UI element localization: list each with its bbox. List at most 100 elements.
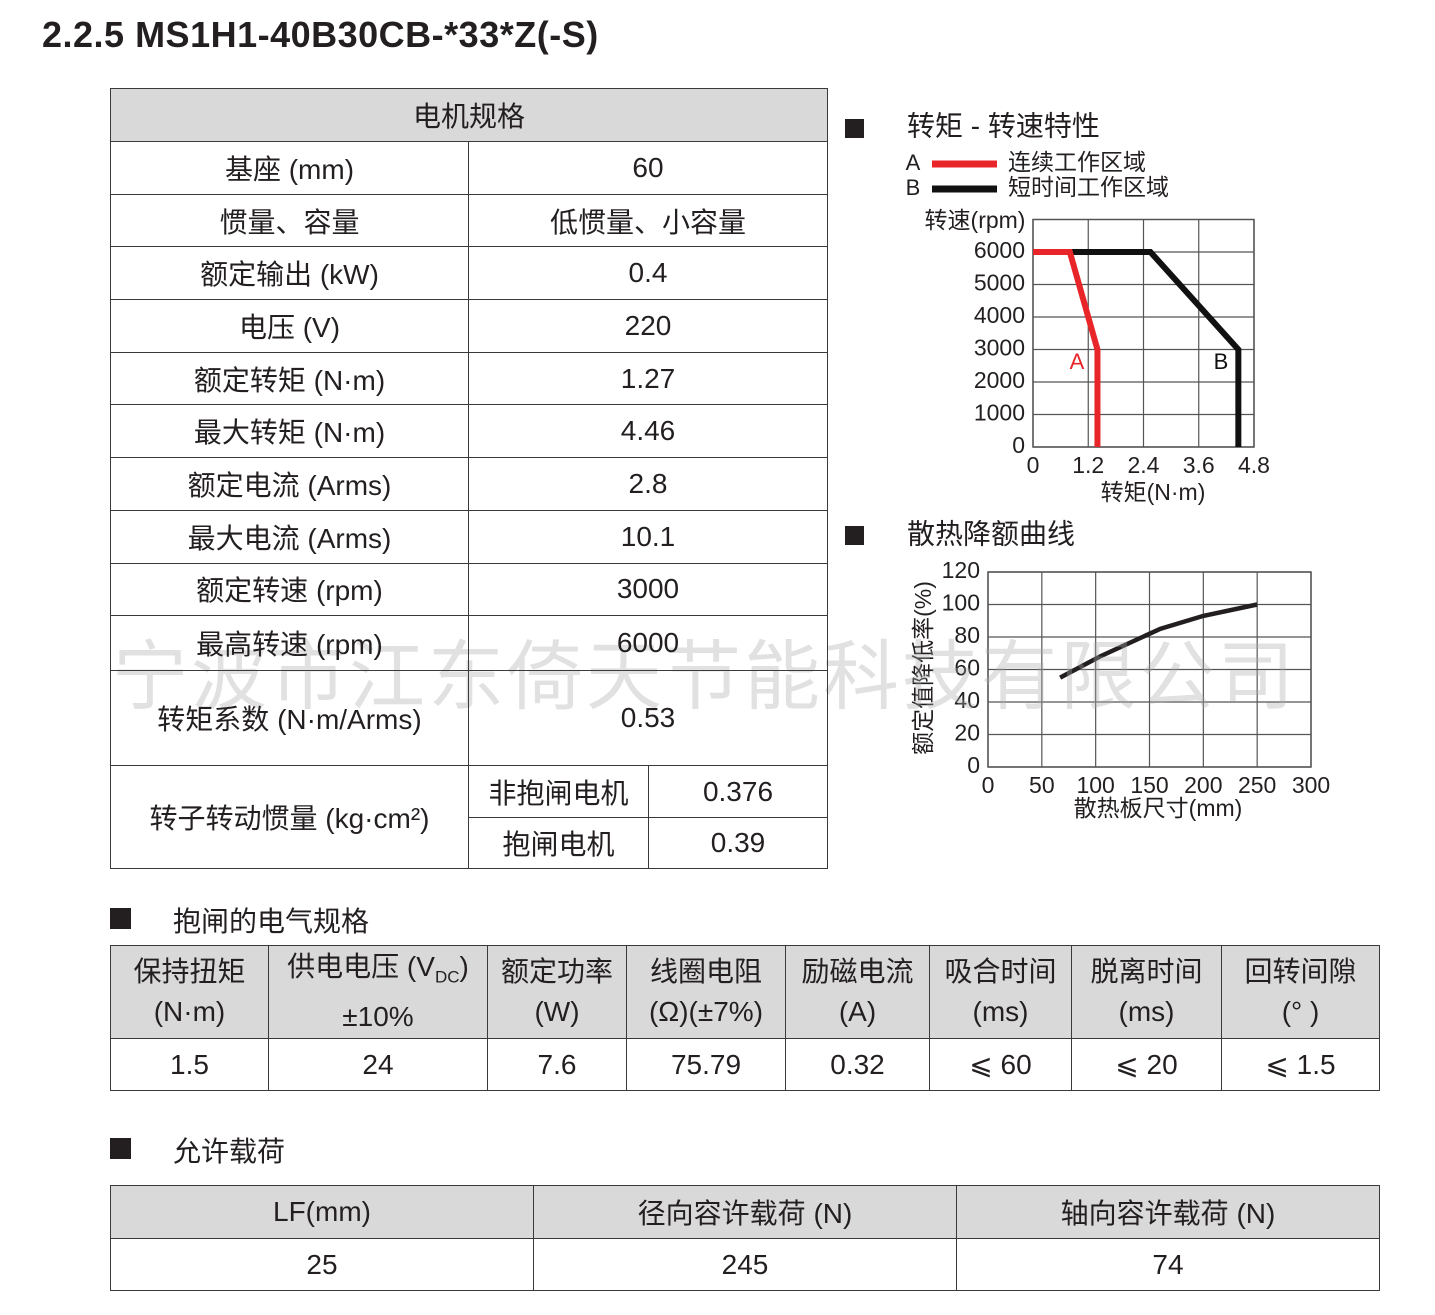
header-line: (W) — [534, 996, 580, 1027]
spec-label: 额定电流 (Arms) — [110, 457, 469, 511]
bullet — [845, 526, 864, 545]
header-cell: 吸合时间 (ms) — [929, 945, 1072, 1039]
header-line: 供电电压 (VDC) — [269, 947, 487, 998]
value-cell: 25 — [110, 1238, 534, 1291]
bullet — [845, 119, 864, 138]
spec-label: 额定转矩 (N·m) — [110, 351, 469, 406]
row: 最大电流 (Arms) 10.1 — [110, 509, 828, 564]
row: 电压 (V) 220 — [110, 299, 828, 353]
series-letter: A — [1070, 349, 1085, 374]
y-axis-label: 转速(rpm) — [925, 207, 1026, 233]
x-tick-label: 2.4 — [1128, 452, 1160, 478]
header-cell: 电机规格 — [110, 88, 828, 142]
x-tick-label: 300 — [1292, 772, 1330, 798]
chart-title: 转矩 - 转速特性 — [907, 110, 1100, 141]
x-tick-label: 100 — [1076, 772, 1114, 798]
spec-label: 最大电流 (Arms) — [110, 509, 469, 564]
spec-value: 6000 — [468, 615, 828, 672]
spec-label: 额定转速 (rpm) — [110, 562, 469, 617]
chart-title: 散热降额曲线 — [907, 518, 1075, 549]
header-line: 回转间隙 — [1222, 952, 1379, 992]
y-tick-label: 2000 — [974, 367, 1025, 393]
spec-label: 电压 (V) — [110, 299, 469, 353]
header-line: 线圈电阻 — [627, 952, 785, 992]
spec-label: 惯量、容量 — [110, 193, 469, 248]
value-cell: 74 — [956, 1238, 1380, 1291]
value-cell: 245 — [533, 1238, 957, 1291]
y-tick-label: 3000 — [974, 335, 1025, 361]
row: 额定输出 (kW) 0.4 — [110, 246, 828, 301]
series-line — [1033, 249, 1101, 447]
header-text: 供电电压 (V — [287, 950, 435, 982]
header-cell: 回转间隙 (° ) — [1221, 945, 1380, 1039]
value-cell: 1.5 — [110, 1038, 269, 1091]
header-line: (ms) — [1118, 996, 1175, 1027]
header-line: 额定功率 — [488, 952, 626, 992]
y-tick-label: 1000 — [974, 400, 1025, 426]
x-tick-label: 150 — [1130, 772, 1168, 798]
legend-letter: B — [906, 175, 921, 200]
legend-label: 连续工作区域 — [1008, 149, 1146, 175]
legend-letter: A — [906, 150, 921, 175]
row: 转矩系数 (N·m/Arms) 0.53 — [110, 670, 828, 767]
x-tick-label: 3.6 — [1183, 452, 1215, 478]
spec-sub-label: 非抱闸电机 — [468, 765, 649, 819]
spec-value: 低惯量、小容量 — [468, 193, 828, 248]
section-heading: 允许载荷 — [173, 1136, 286, 1167]
header-cell: 保持扭矩 (N·m) — [110, 945, 269, 1039]
header-text: 线圈电阻 — [649, 956, 762, 987]
x-tick-label: 200 — [1184, 772, 1222, 798]
header-cell: 轴向容许载荷 (N) — [956, 1185, 1380, 1239]
y-tick-label: 0 — [967, 752, 980, 778]
header-cell: 供电电压 (VDC) ±10% — [268, 945, 488, 1039]
y-tick-label: 4000 — [974, 302, 1025, 328]
page-title: 2.2.5 MS1H1-40B30CB-*33*Z(-S) — [42, 14, 599, 55]
y-axis-label: 额定值降低率(%) — [910, 581, 936, 755]
value-cell: 75.79 — [626, 1038, 786, 1091]
header-line: (ms) — [972, 996, 1029, 1027]
spec-label: 转矩系数 (N·m/Arms) — [110, 670, 469, 767]
header-cell: LF(mm) — [110, 1185, 534, 1239]
value-cell: 24 — [268, 1038, 488, 1091]
x-tick-label: 50 — [1029, 772, 1055, 798]
spec-label: 转子转动惯量 (kg·cm²) — [110, 765, 469, 870]
x-tick-label: 1.2 — [1072, 452, 1104, 478]
spec-value: 1.27 — [468, 351, 828, 406]
spec-value: 0.376 — [648, 765, 828, 819]
spec-value: 60 — [468, 141, 828, 195]
y-tick-label: 20 — [954, 720, 980, 746]
header-text: 额定功率 — [500, 956, 613, 987]
header-text: 回转间隙 — [1244, 956, 1357, 987]
spec-label: 最大转矩 (N·m) — [110, 404, 469, 459]
header-line: (° ) — [1281, 996, 1320, 1027]
value-cell: ⩽ 60 — [929, 1038, 1072, 1091]
x-tick-label: 0 — [1027, 452, 1040, 478]
y-tick-label: 60 — [954, 655, 980, 681]
header-subscript: DC — [434, 967, 460, 987]
x-axis-label: 转矩(N·m) — [1101, 479, 1206, 505]
y-tick-label: 100 — [942, 590, 980, 616]
legend-label: 短时间工作区域 — [1008, 174, 1169, 200]
header-line: 励磁电流 — [786, 952, 929, 992]
header-cell: 额定功率 (W) — [487, 945, 627, 1039]
x-axis-label: 散热板尺寸(mm) — [1074, 795, 1243, 821]
row: 电机规格 — [110, 88, 828, 142]
row: 额定转速 (rpm) 3000 — [110, 562, 828, 617]
section-heading: 抱闸的电气规格 — [173, 906, 370, 937]
header-text: 励磁电流 — [801, 956, 914, 987]
spec-value: 0.53 — [468, 670, 828, 767]
value-cell: 7.6 — [487, 1038, 627, 1091]
spec-sub-label: 抱闸电机 — [468, 817, 649, 870]
row: 抱闸电机 0.39 — [111, 817, 828, 870]
series-line — [1033, 249, 1242, 447]
value-cell: ⩽ 20 — [1071, 1038, 1222, 1091]
series-letter: B — [1214, 349, 1229, 374]
bullet — [110, 1138, 131, 1159]
y-tick-label: 0 — [1012, 432, 1025, 458]
row: 1.5 24 7.6 75.79 0.32 ⩽ 60 ⩽ 20 ⩽ 1.5 — [110, 1038, 1380, 1091]
header-cell: 励磁电流 (A) — [785, 945, 930, 1039]
row: 最高转速 (rpm) 6000 — [110, 615, 828, 672]
load-table: LF(mm) 径向容许载荷 (N) 轴向容许载荷 (N) 25 245 74 — [110, 1185, 1380, 1291]
